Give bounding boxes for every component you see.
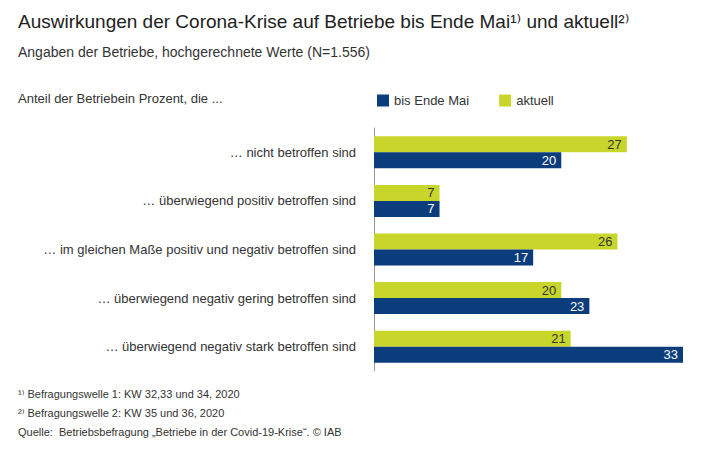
svg-text:20: 20 [542,283,556,298]
svg-text:… im gleichen Maße positiv und: … im gleichen Maße positiv und negativ b… [43,242,356,257]
svg-text:… nicht betroffen sind: … nicht betroffen sind [230,145,356,160]
svg-text:7: 7 [427,201,434,216]
svg-text:23: 23 [570,299,584,314]
svg-text:26: 26 [598,234,612,249]
svg-text:bis Ende Mai: bis Ende Mai [394,93,469,108]
svg-text:… überwiegend negativ gering b: … überwiegend negativ gering betroffen s… [98,291,357,306]
svg-text:17: 17 [514,250,528,265]
svg-text:Quelle: Betriebsbefragung „Be: Quelle: Betriebsbefragung „Betriebe in d… [18,426,342,438]
svg-text:… überwiegend positiv betroffe: … überwiegend positiv betroffen sind [142,193,356,208]
svg-text:7: 7 [427,185,434,200]
svg-text:27: 27 [607,137,621,152]
svg-text:aktuell: aktuell [516,93,554,108]
svg-text:Anteil der Betriebein Prozent,: Anteil der Betriebein Prozent, die ... [18,91,223,106]
svg-text:… überwiegend negativ stark be: … überwiegend negativ stark betroffen si… [105,339,356,354]
svg-text:²⁾ Befragungswelle 2: KW 35 un: ²⁾ Befragungswelle 2: KW 35 und 36, 2020 [18,407,224,419]
svg-text:¹⁾ Befragungswelle 1: KW 32,33: ¹⁾ Befragungswelle 1: KW 32,33 und 34, 2… [18,388,240,400]
svg-text:Auswirkungen der Corona-Krise: Auswirkungen der Corona-Krise auf Betrie… [18,11,629,32]
svg-text:33: 33 [664,347,678,362]
svg-text:21: 21 [551,331,565,346]
svg-text:20: 20 [542,153,556,168]
svg-text:Angaben der Betriebe, hochgere: Angaben der Betriebe, hochgerechnete Wer… [18,44,370,60]
